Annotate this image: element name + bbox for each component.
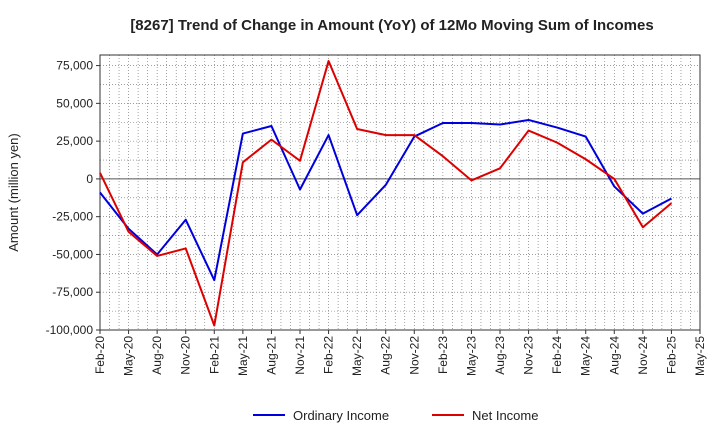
x-tick-label: May-23	[464, 336, 478, 376]
net-income-line	[99, 60, 673, 327]
ordinary-income-line	[99, 118, 672, 282]
x-tick-label: Aug-21	[264, 336, 278, 375]
x-tick-label: Nov-24	[636, 336, 650, 375]
x-tick-label: Feb-22	[322, 336, 336, 374]
y-tick-label: -100,000	[46, 323, 94, 337]
x-tick-label: Feb-24	[550, 336, 564, 374]
x-tick-label: May-20	[122, 336, 136, 376]
legend-label-ordinary-income: Ordinary Income	[293, 408, 389, 423]
grid	[100, 55, 700, 330]
x-tick-label: Feb-25	[664, 336, 678, 374]
chart-title: [8267] Trend of Change in Amount (YoY) o…	[130, 17, 653, 34]
y-tick-label: 0	[86, 172, 93, 186]
y-tick-label: 75,000	[56, 59, 93, 73]
x-tick-label: Aug-24	[607, 336, 621, 375]
y-tick-label: -75,000	[52, 285, 93, 299]
x-tick-label: Nov-20	[179, 336, 193, 375]
x-tick-label: Aug-23	[493, 336, 507, 375]
x-tick-label: Nov-22	[407, 336, 421, 375]
x-tick-label: Aug-20	[150, 336, 164, 375]
x-tick-label: May-21	[236, 336, 250, 376]
y-tick-label: 50,000	[56, 96, 93, 110]
y-tick-label: 25,000	[56, 134, 93, 148]
x-tick-label: May-25	[693, 336, 707, 376]
x-tick-label: Feb-21	[207, 336, 221, 374]
x-tick-label: Feb-20	[93, 336, 107, 374]
x-tick-label: Feb-23	[436, 336, 450, 374]
x-tick-label: Nov-21	[293, 336, 307, 375]
plot-area	[100, 55, 700, 330]
legend-label-net-income: Net Income	[472, 408, 538, 423]
x-tick-label: May-22	[350, 336, 364, 376]
y-tick-label: -25,000	[52, 210, 93, 224]
x-tick-label: May-24	[579, 336, 593, 376]
x-tick-label: Aug-22	[379, 336, 393, 375]
x-tick-label: Nov-23	[522, 336, 536, 375]
y-axis-label: Amount (million yen)	[6, 133, 21, 252]
y-tick-label: -50,000	[52, 247, 93, 261]
